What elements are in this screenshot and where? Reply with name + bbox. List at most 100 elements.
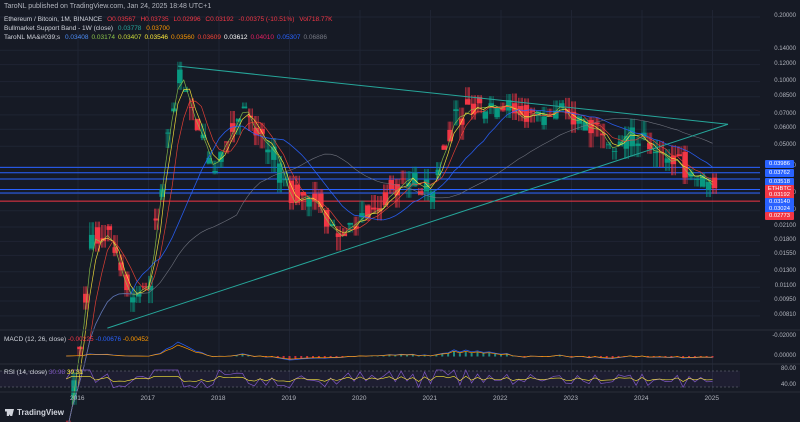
- candle-body: [120, 262, 123, 271]
- candle-body: [90, 234, 92, 249]
- candle-body: [614, 150, 617, 152]
- candle-body: [626, 135, 628, 149]
- candle-body: [144, 286, 147, 288]
- candle-body: [504, 106, 506, 111]
- candle-body: [106, 226, 109, 230]
- candle-body: [291, 180, 293, 203]
- candle-body: [630, 127, 633, 147]
- candle-body: [303, 192, 305, 196]
- symbol-title[interactable]: Ethereum / Bitcoin, 1M, BINANCE: [4, 16, 103, 23]
- candle-body: [361, 213, 364, 218]
- candle-body: [649, 143, 652, 149]
- candle-body: [204, 134, 207, 139]
- candle-body: [652, 151, 655, 154]
- macd-bar: [476, 352, 479, 357]
- tradingview-logo-icon: [5, 409, 14, 416]
- ma-value: 0.05307: [276, 34, 301, 41]
- candle-body: [543, 116, 546, 125]
- candle-body: [308, 197, 311, 207]
- candle-body: [206, 157, 209, 164]
- candle-body: [347, 223, 350, 225]
- candle-body: [331, 224, 333, 227]
- candle-body: [632, 127, 634, 147]
- price-tick-label: 0.01550: [774, 251, 796, 258]
- candle-body: [298, 184, 301, 203]
- candle-body: [454, 109, 457, 112]
- candle-body: [297, 184, 299, 203]
- candle-body: [301, 192, 304, 196]
- macd-bar: [282, 356, 285, 359]
- macd-bar: [417, 355, 420, 357]
- macd-bar: [335, 356, 338, 358]
- price-tick-label: 0.20000: [774, 13, 796, 19]
- candle-body: [480, 97, 483, 104]
- candle-body: [186, 90, 189, 92]
- publisher-line: TaroNL published on TradingView.com, Jan…: [4, 3, 212, 10]
- candle-body: [267, 149, 270, 153]
- candle-body: [564, 109, 567, 114]
- candle-body: [318, 193, 320, 208]
- candle-body: [701, 175, 703, 187]
- candle-body: [132, 297, 135, 303]
- candle-body: [574, 111, 577, 125]
- macd-bar: [482, 353, 485, 357]
- rsi-label[interactable]: RSI (14, close): [4, 369, 47, 376]
- close-value: C0.03192: [205, 16, 234, 23]
- ma-value: 0.03174: [91, 34, 115, 41]
- candle-body: [647, 143, 649, 149]
- candle-body: [696, 179, 699, 180]
- macd-bar: [458, 353, 461, 357]
- tradingview-logo[interactable]: TradingView: [5, 408, 64, 417]
- candle-body: [373, 207, 376, 210]
- sub-axis-label: 0.00000: [774, 353, 796, 359]
- macd-bar: [323, 356, 326, 359]
- candle-body: [502, 106, 505, 111]
- candle-body: [327, 210, 330, 227]
- candle-body: [395, 184, 398, 196]
- candle-body: [254, 127, 257, 136]
- macd-bar: [429, 355, 432, 357]
- candle-body: [642, 132, 645, 138]
- candle-body: [345, 233, 348, 236]
- candle-body: [124, 274, 126, 291]
- mas-label[interactable]: TaroNL MA&#039;s: [4, 34, 61, 41]
- candle-body: [654, 151, 656, 154]
- macd-bar: [488, 353, 491, 357]
- candle-body: [613, 150, 615, 152]
- candle-body: [713, 177, 715, 189]
- candle-body: [668, 158, 671, 163]
- macd-label[interactable]: MACD (12, 26, close): [4, 336, 67, 343]
- candle-body: [163, 188, 165, 197]
- candle-body: [77, 347, 79, 350]
- candle-body: [562, 103, 565, 108]
- candle-body: [576, 116, 579, 124]
- candle-body: [190, 107, 192, 108]
- candle-body: [388, 179, 391, 190]
- candle-body: [248, 115, 251, 118]
- candle-body: [256, 127, 258, 136]
- candle-body: [365, 205, 367, 219]
- macd-bar: [276, 356, 279, 358]
- candle-body: [662, 152, 665, 153]
- open-value: O0.03567: [107, 16, 136, 23]
- candle-body: [532, 110, 534, 112]
- candle-body: [184, 90, 186, 92]
- bullmarket-label[interactable]: Bullmarket Support Band - 1W (close): [4, 25, 114, 32]
- candle-body: [109, 226, 111, 230]
- price-tick-label: 0.08500: [774, 92, 796, 99]
- macd-bar: [464, 351, 467, 357]
- macd-bar: [570, 356, 573, 358]
- candle-body: [494, 107, 496, 118]
- candle-body: [470, 103, 473, 115]
- candle-body: [139, 292, 142, 297]
- candle-body: [143, 286, 145, 288]
- macd-bar: [605, 356, 608, 359]
- candle-body: [645, 132, 647, 138]
- candle-body: [673, 155, 675, 165]
- price-tick-label: 0.12000: [774, 60, 796, 67]
- candle-body: [664, 158, 667, 163]
- candle-body: [695, 179, 697, 180]
- candle-body: [306, 197, 308, 207]
- macd-value-3: -0.00452: [122, 336, 149, 343]
